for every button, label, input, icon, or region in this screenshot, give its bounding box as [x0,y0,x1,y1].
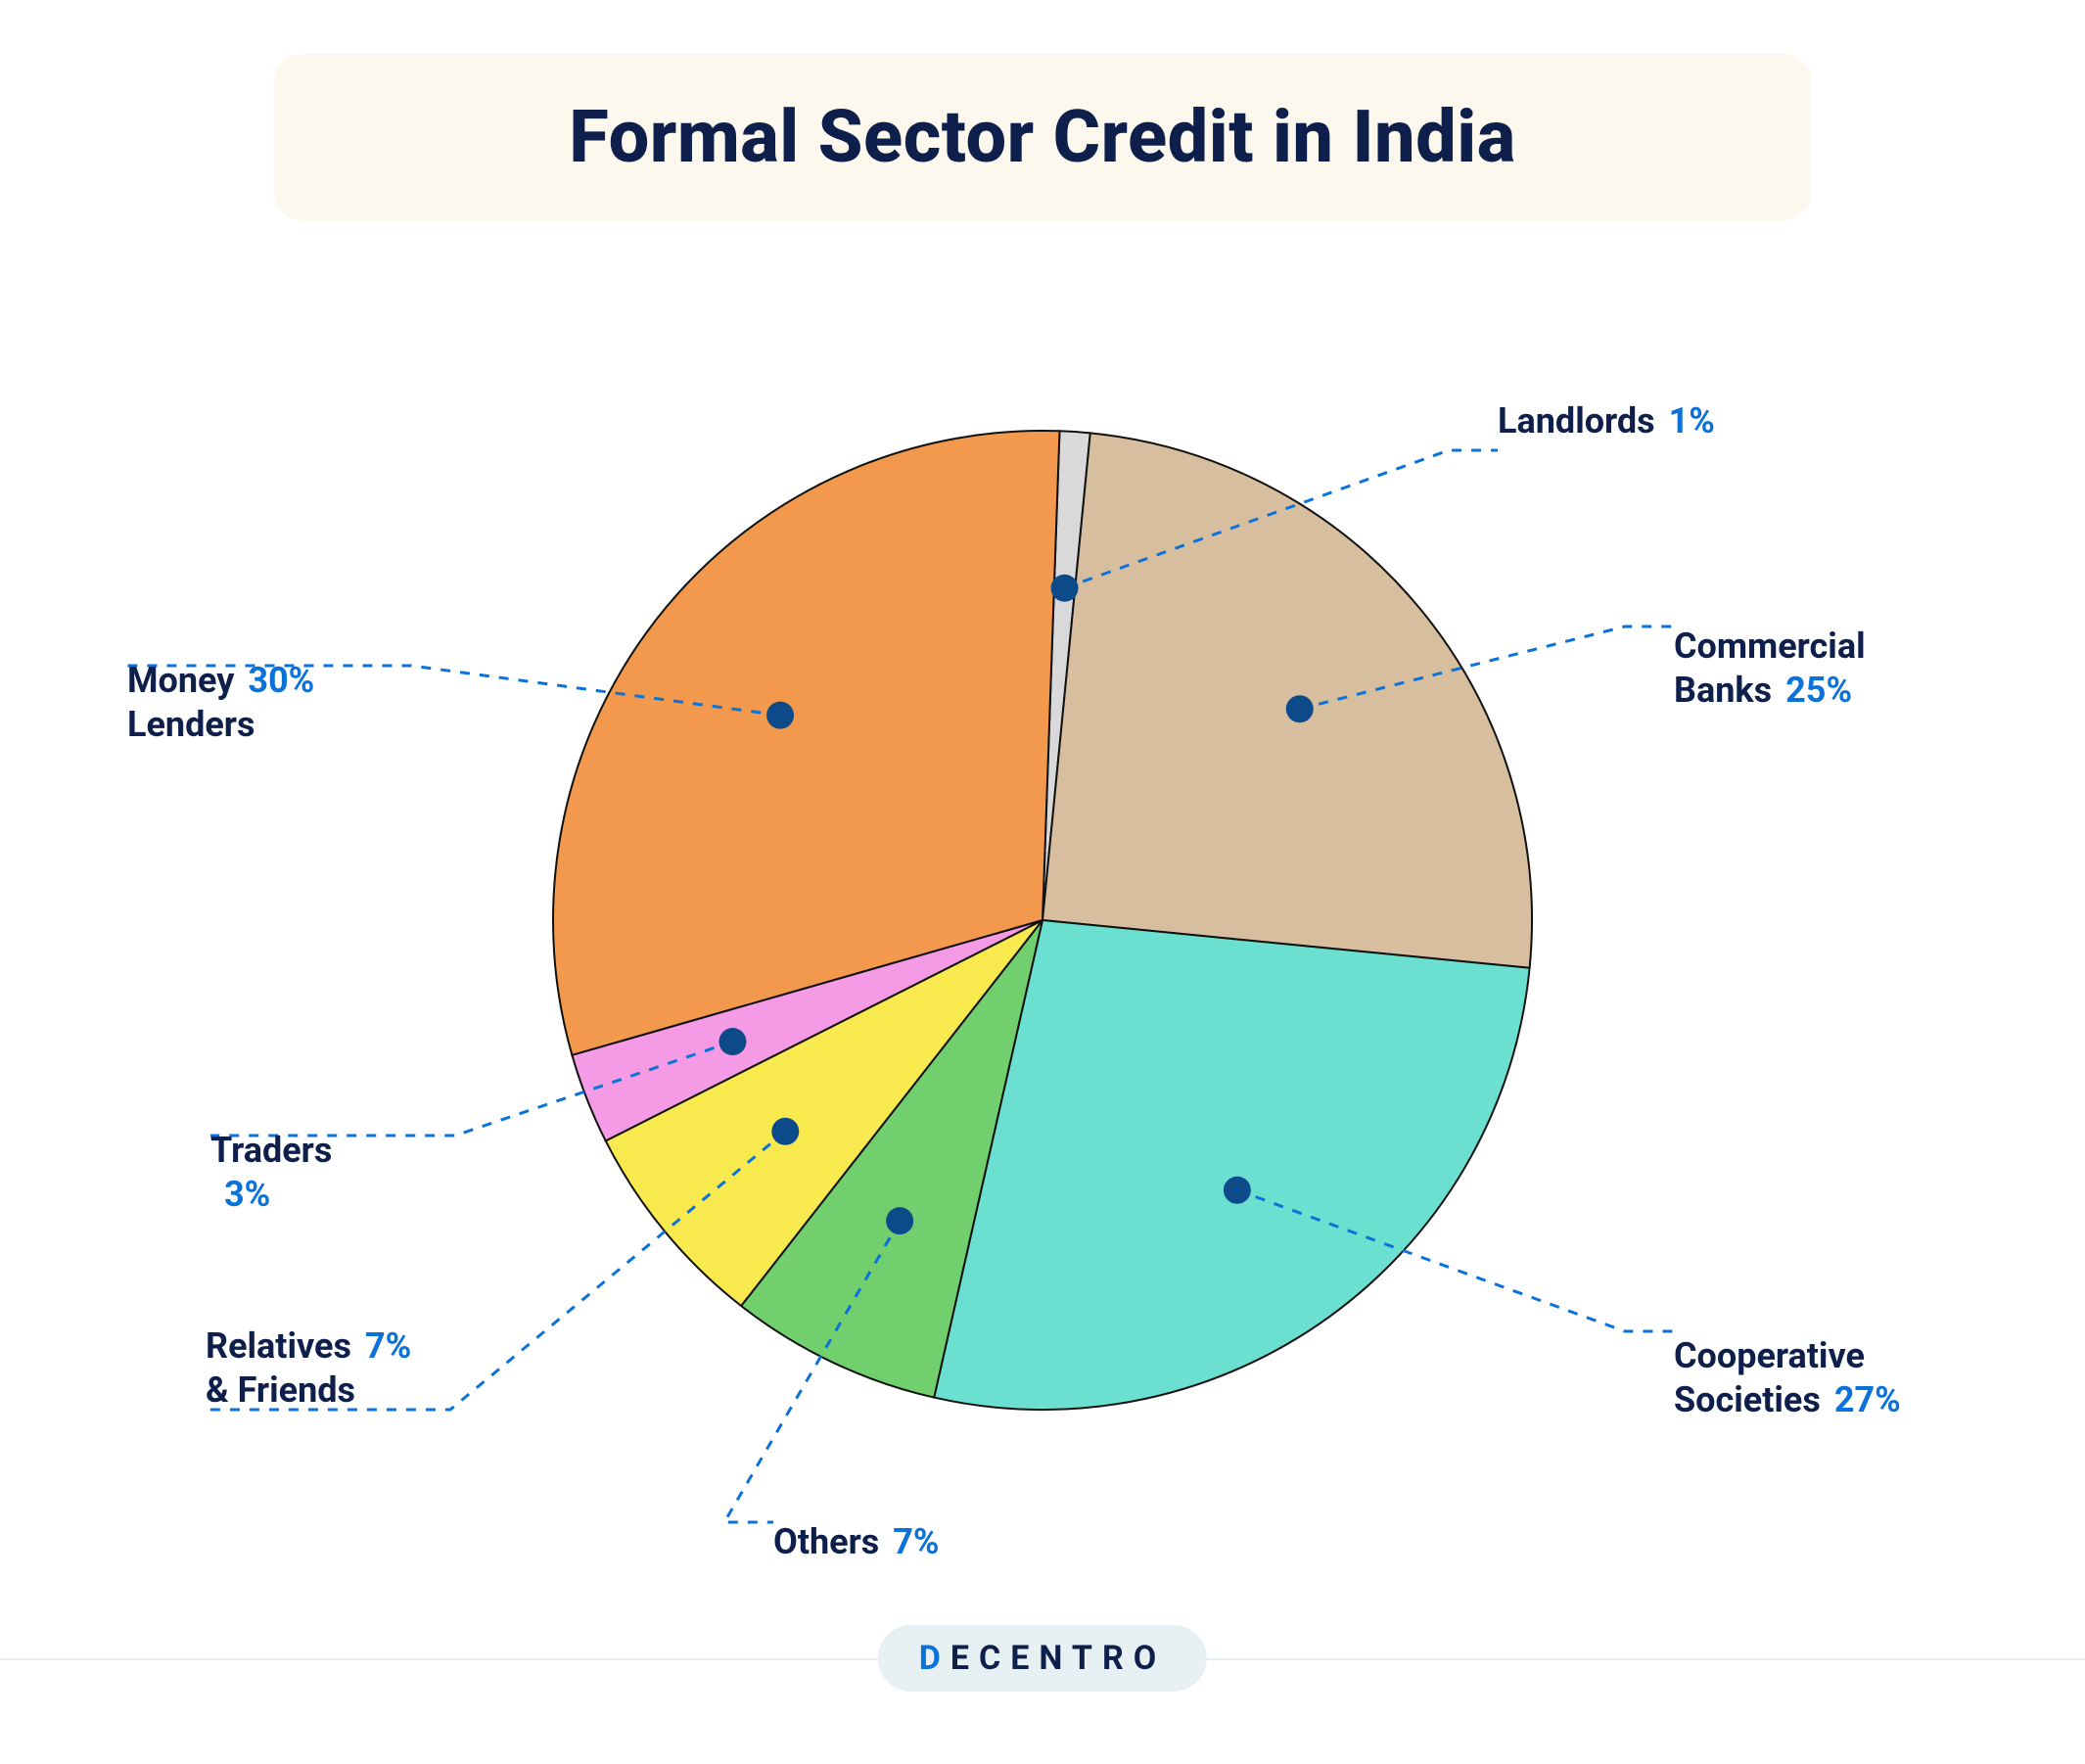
leader-dot [718,1028,746,1055]
leader-dot [771,1118,799,1145]
slice-label: Traders3% [210,1129,332,1217]
slice-name: Banks [1674,670,1772,711]
slice-pct: 27% [1834,1379,1901,1420]
brand-badge: DECENTRO [878,1625,1207,1692]
slice-pct: 25% [1785,670,1852,711]
slice-name: Lenders [127,704,255,745]
slice-pct: 3% [224,1174,270,1215]
slice-label: Money 30%Lenders [127,659,314,747]
slice-label: Others 7% [773,1520,940,1564]
slice-pct: 1% [1669,400,1715,441]
leader-dot [1286,695,1314,722]
slice-name: Societies [1674,1379,1821,1420]
slice-name: Cooperative [1674,1335,1865,1376]
brand-text: ECENTRO [950,1639,1166,1678]
leader-dot [886,1207,913,1234]
slice-name: Others [773,1521,879,1562]
leader-dot [1224,1177,1251,1204]
slice-name: & Friends [206,1369,355,1411]
brand-accent: D [919,1639,950,1678]
slice-pct: 30% [248,660,314,701]
slice-label: Landlords 1% [1498,399,1715,443]
leader-dot [766,702,794,729]
slice-label: CooperativeSocieties 27% [1674,1334,1901,1422]
pie-chart [0,0,2085,1760]
slice-name: Landlords [1498,400,1655,441]
slice-name: Traders [210,1130,332,1171]
slice-label: CommercialBanks 25% [1674,625,1866,713]
slice-name: Money [127,660,234,701]
slice-pct: 7% [365,1325,411,1367]
pie-slice [1042,433,1532,967]
slice-pct: 7% [893,1521,939,1562]
slice-name: Commercial [1674,626,1866,667]
slice-name: Relatives [206,1325,351,1367]
slice-label: Relatives 7%& Friends [206,1324,411,1413]
leader-dot [1051,575,1079,602]
